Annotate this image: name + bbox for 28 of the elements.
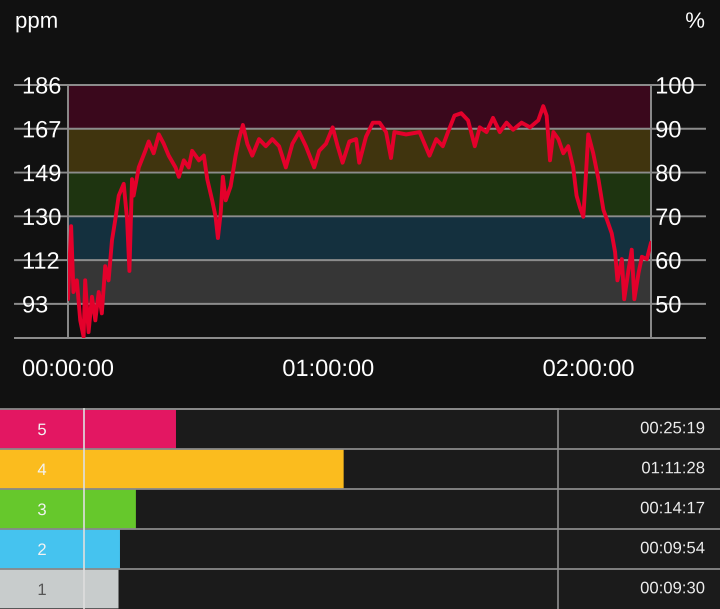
x-tick-label: 01:00:00 [283, 359, 374, 376]
y-tick-label: 5 [38, 424, 46, 436]
y-tick-label: 93 [23, 296, 48, 313]
y-axis-title: ppm [16, 16, 57, 32]
y2-tick-label: 100 [656, 77, 694, 94]
y-tick-label: 149 [24, 164, 60, 182]
data-label: 00:25:19 [640, 422, 704, 434]
y2-tick-label: 80 [656, 164, 681, 182]
y2-tick-label: 70 [656, 208, 681, 226]
line-series [68, 104, 651, 338]
y-tick-label: 2 [38, 543, 46, 556]
x-tick-label: 00:00:00 [22, 359, 114, 376]
y-tick-label: 130 [24, 208, 60, 226]
data-label: 00:09:30 [640, 582, 704, 594]
y2-tick-label: 90 [656, 120, 681, 138]
data-label: 00:14:17 [640, 502, 704, 514]
y-tick-label: 4 [38, 464, 46, 476]
x-tick-label: 02:00:00 [544, 359, 634, 376]
data-label: 01:11:28 [642, 462, 704, 474]
y2-axis-title: % [686, 12, 704, 28]
y-tick-label: 167 [24, 120, 60, 138]
y2-tick-label: 60 [656, 252, 681, 269]
data-label: 00:09:54 [640, 542, 705, 554]
y-tick-label: 1 [38, 584, 46, 596]
y-tick-label: 3 [38, 503, 46, 516]
y-tick-label: 186 [24, 77, 60, 94]
y2-tick-label: 50 [656, 296, 681, 313]
y-tick-label: 112 [24, 252, 58, 269]
